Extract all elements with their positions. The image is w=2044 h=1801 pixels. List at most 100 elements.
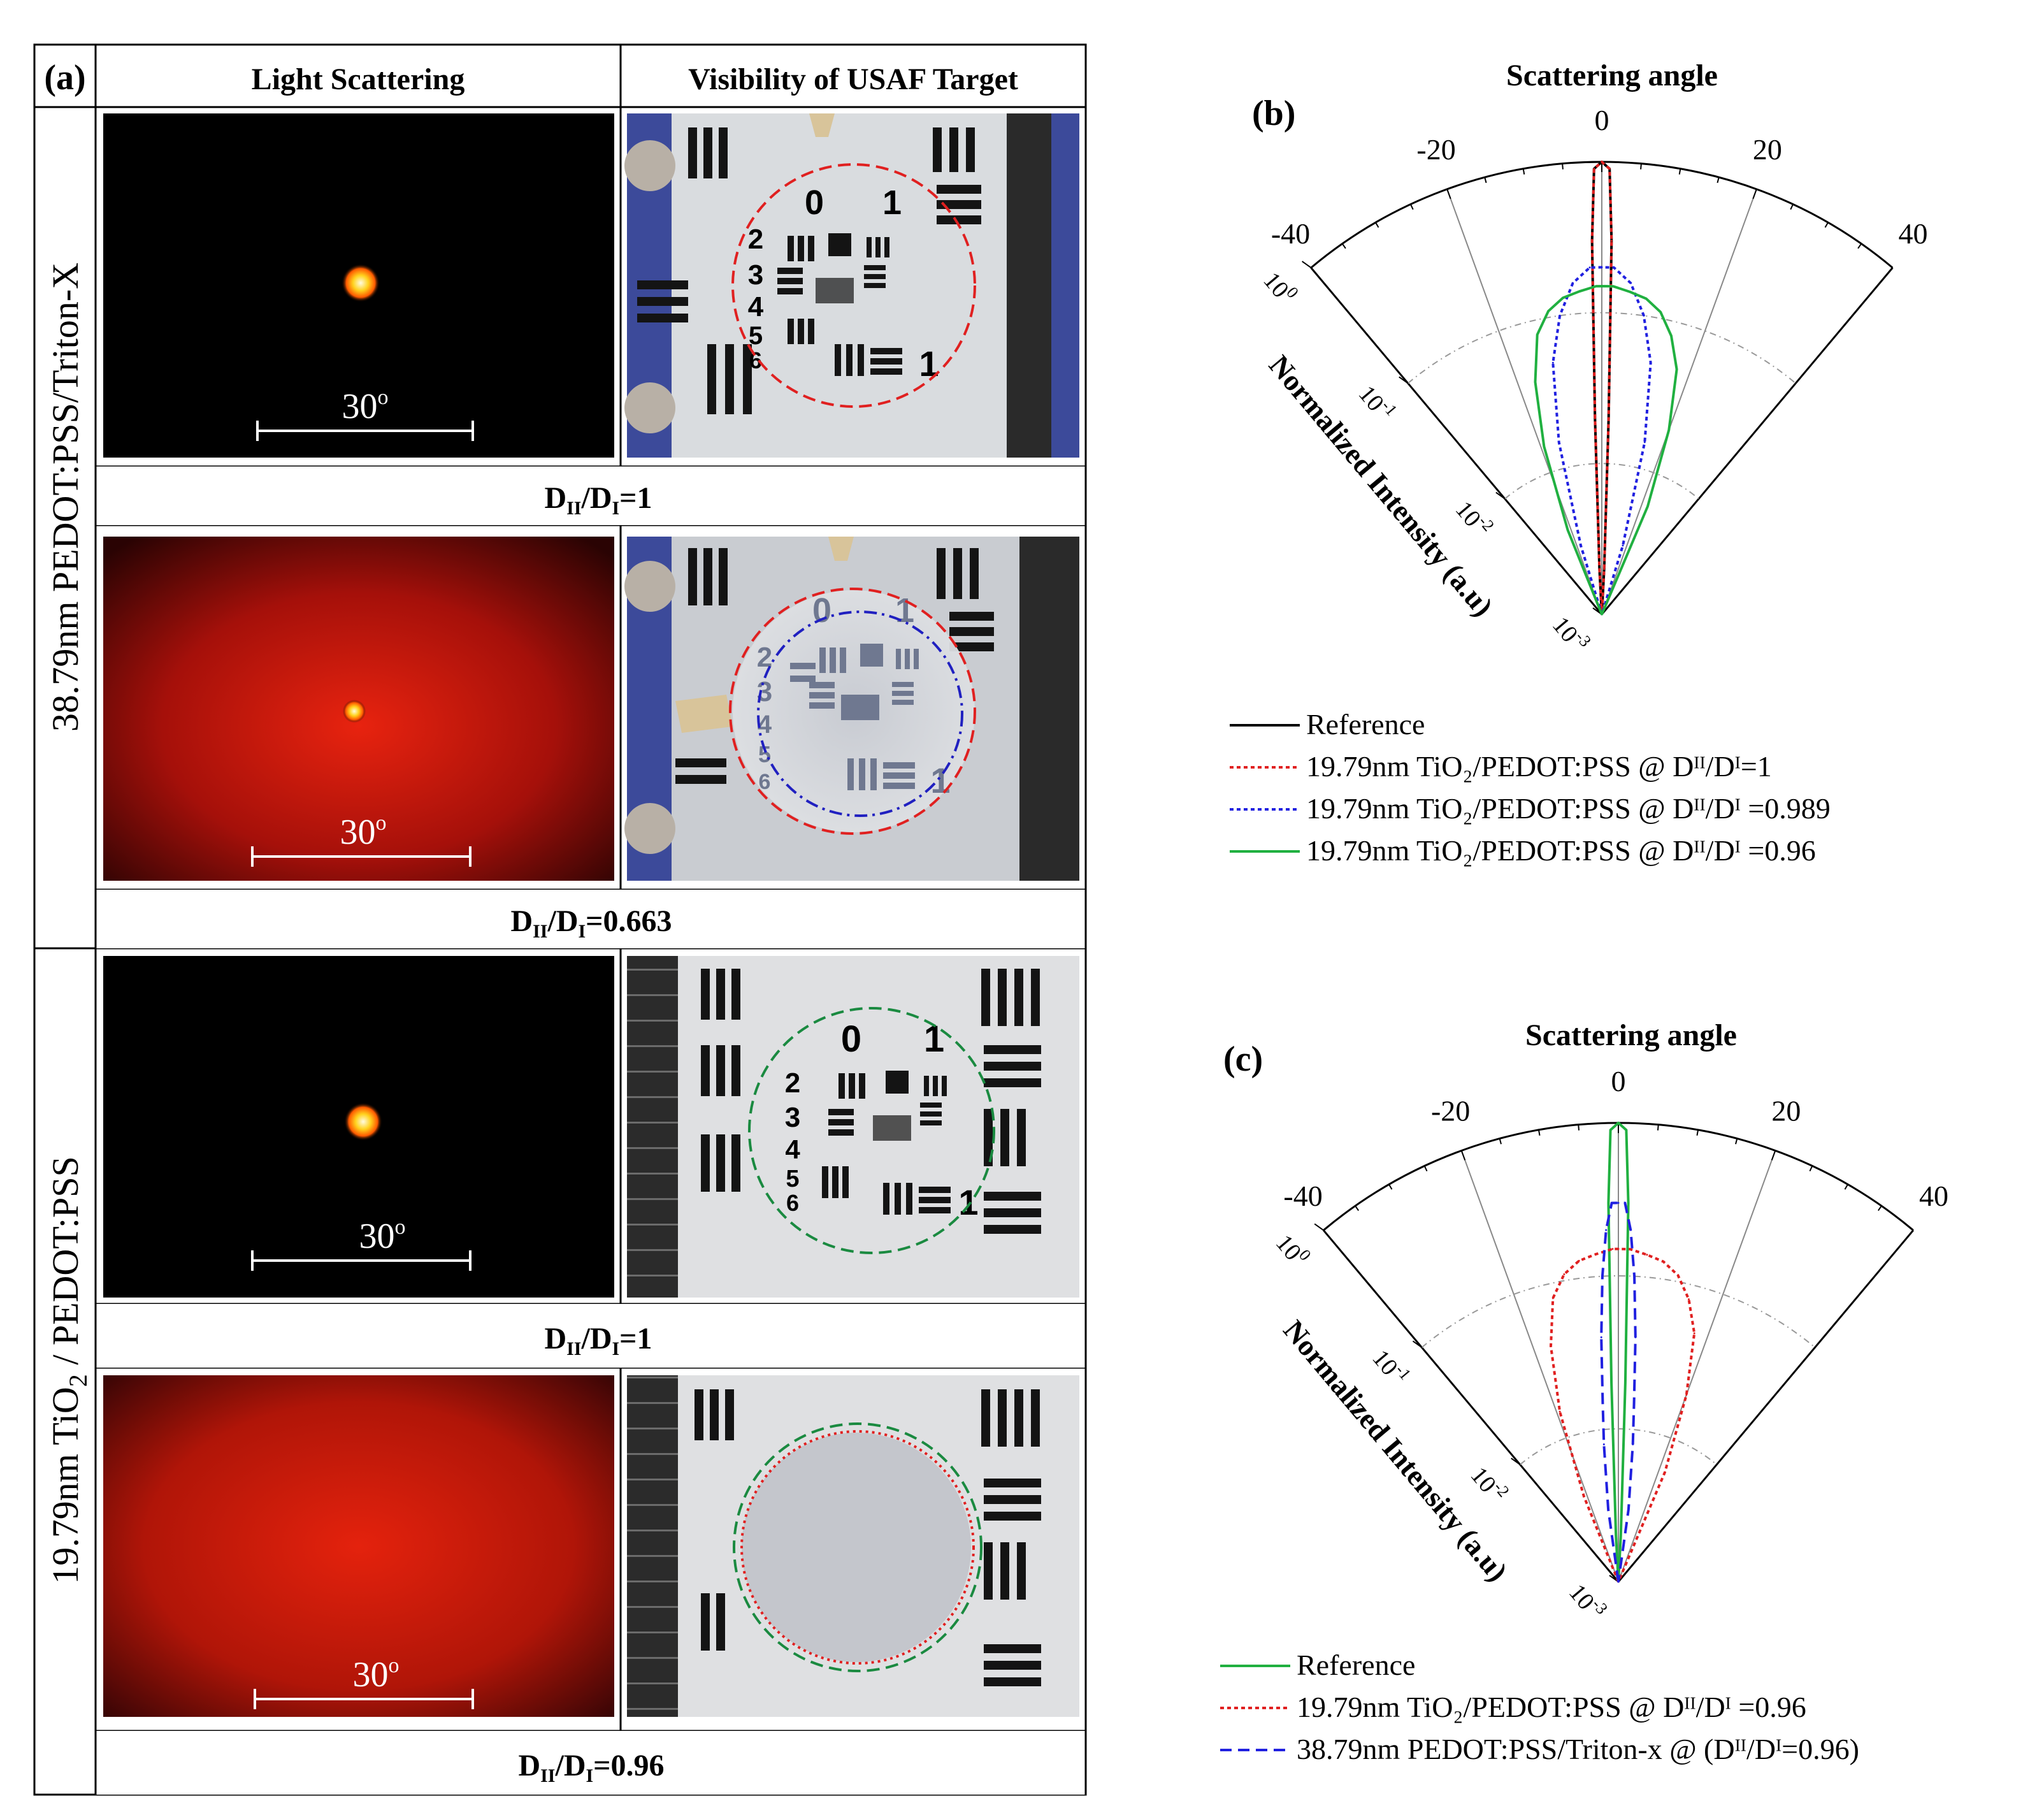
row-group-label-triton: 38.79nm PEDOT:PSS/Triton-X <box>45 263 86 732</box>
data-point <box>1591 240 1594 242</box>
data-point <box>1534 381 1536 383</box>
spoke-line <box>1446 189 1602 615</box>
data-point <box>1605 1229 1608 1231</box>
radial-tick-label: 100 <box>1270 1227 1315 1272</box>
grid-arc <box>1421 1275 1816 1349</box>
angle-tick <box>1824 222 1829 228</box>
data-point <box>1634 1336 1637 1338</box>
angle-tick <box>1375 222 1379 228</box>
col-header-usaf: Visibility of USAF Target <box>688 62 1018 96</box>
radial-tick-label: 100 <box>1258 265 1302 310</box>
data-point <box>1543 445 1545 448</box>
angle-tick <box>1522 168 1525 175</box>
data-point <box>1611 1202 1613 1204</box>
usaf-number: 1 <box>958 1182 978 1222</box>
radial-tick-label: 10-1 <box>1367 1342 1414 1391</box>
usaf-number: 3 <box>785 1102 800 1133</box>
grid-arc <box>1407 312 1796 384</box>
data-point <box>1650 361 1652 364</box>
data-point <box>1646 505 1649 507</box>
radial-tick <box>1302 261 1312 268</box>
angle-tick <box>1717 177 1720 184</box>
data-point <box>1558 1410 1561 1413</box>
angle-tick <box>1857 243 1862 249</box>
circle-red <box>731 163 976 408</box>
data-point <box>1607 1508 1609 1511</box>
radial-tick-label: 10-2 <box>1450 494 1498 543</box>
angle-tick <box>1752 189 1757 199</box>
data-point <box>1536 333 1539 336</box>
data-point <box>1594 1253 1597 1255</box>
data-point <box>1693 1332 1695 1334</box>
angle-tick <box>1678 168 1681 175</box>
angle-tick <box>1310 267 1318 277</box>
data-point <box>1670 335 1673 337</box>
data-point <box>1688 1298 1690 1301</box>
angle-tick <box>1341 243 1346 249</box>
data-point <box>1602 1443 1605 1445</box>
angle-tick <box>1877 1205 1882 1212</box>
data-point <box>1632 1443 1634 1445</box>
usaf-number: 2 <box>785 1067 800 1099</box>
spoke-line <box>1601 189 1757 615</box>
data-point <box>1595 285 1597 287</box>
svg-text:DII/DI=0.663: DII/DI=0.663 <box>510 904 672 942</box>
legend-b: Reference 19.79nm TiO₂/PEDOT:PSS @ Dᴵᴵ/Dᴵ… <box>1230 708 1831 867</box>
data-point <box>1664 1471 1666 1473</box>
data-point <box>1629 291 1631 293</box>
data-point <box>1617 1248 1620 1250</box>
data-point <box>1547 310 1550 312</box>
spoke-line <box>1460 1150 1619 1582</box>
angle-tick <box>1771 1150 1776 1161</box>
data-point <box>1627 1202 1630 1204</box>
angle-tick <box>1323 1229 1331 1239</box>
panel-b: (b) Scattering angle -40 -20 0 20 40 100 10-1 1… <box>1230 59 1928 867</box>
spoke-line <box>1310 267 1603 615</box>
angle-tick <box>1844 1183 1848 1190</box>
angle-tick <box>1355 1205 1360 1212</box>
ratio-label-2: DII/DI=0.663 <box>510 904 672 942</box>
angle-tick-label: -40 <box>1271 217 1310 250</box>
svg-text:DII/DI=1: DII/DI=1 <box>544 481 652 519</box>
usaf-number: 1 <box>882 184 902 222</box>
data-point <box>1598 568 1601 570</box>
angle-tick <box>1388 1183 1393 1190</box>
scatter-image-3: 30o <box>103 956 614 1298</box>
panel-c-label: (c) <box>1223 1039 1263 1079</box>
circle-blue <box>757 611 963 817</box>
data-point <box>1601 1275 1604 1278</box>
data-point <box>1578 1259 1580 1262</box>
svg-text:DII/DI=1: DII/DI=1 <box>544 1322 652 1359</box>
panel-c: (c) Scattering angle -40 -20 0 20 40 100 10-1 1… <box>1220 1018 1948 1765</box>
data-point <box>1562 296 1564 299</box>
panel-a: (a) Light Scattering Visibility of USAF … <box>33 43 1087 1796</box>
radial-tick <box>1412 1340 1423 1349</box>
data-point <box>1601 1401 1604 1404</box>
spoke-line <box>1601 267 1894 615</box>
ratio-label-1: DII/DI=1 <box>544 481 652 519</box>
usaf-number: 1 <box>919 344 939 384</box>
data-point <box>1615 1535 1617 1537</box>
legend-entry: 19.79nm TiO₂/PEDOT:PSS @ Dᴵᴵ/Dᴵ =0.96 <box>1306 834 1816 867</box>
data-point <box>1629 1229 1632 1231</box>
circle-green <box>748 1007 995 1254</box>
angle-tick <box>1885 267 1894 277</box>
usaf-number: 6 <box>786 1190 799 1216</box>
usaf-number: 4 <box>748 291 764 322</box>
angle-tick <box>1562 163 1564 170</box>
angle-tick-label: -40 <box>1283 1180 1322 1212</box>
angle-label-3: 30o <box>359 1215 406 1256</box>
usaf-number: 6 <box>759 770 771 794</box>
ratio-label-4: DII/DI=0.96 <box>518 1749 664 1786</box>
data-point <box>1594 417 1596 419</box>
data-point <box>1593 168 1595 170</box>
data-point <box>1627 1508 1630 1511</box>
data-point <box>1583 1495 1585 1498</box>
angle-tick <box>1423 1166 1428 1172</box>
angle-tick <box>1410 204 1414 210</box>
data-point <box>1601 613 1603 616</box>
data-point <box>1558 314 1561 317</box>
data-point <box>1617 1202 1620 1204</box>
angle-tick-label: -20 <box>1431 1094 1470 1127</box>
